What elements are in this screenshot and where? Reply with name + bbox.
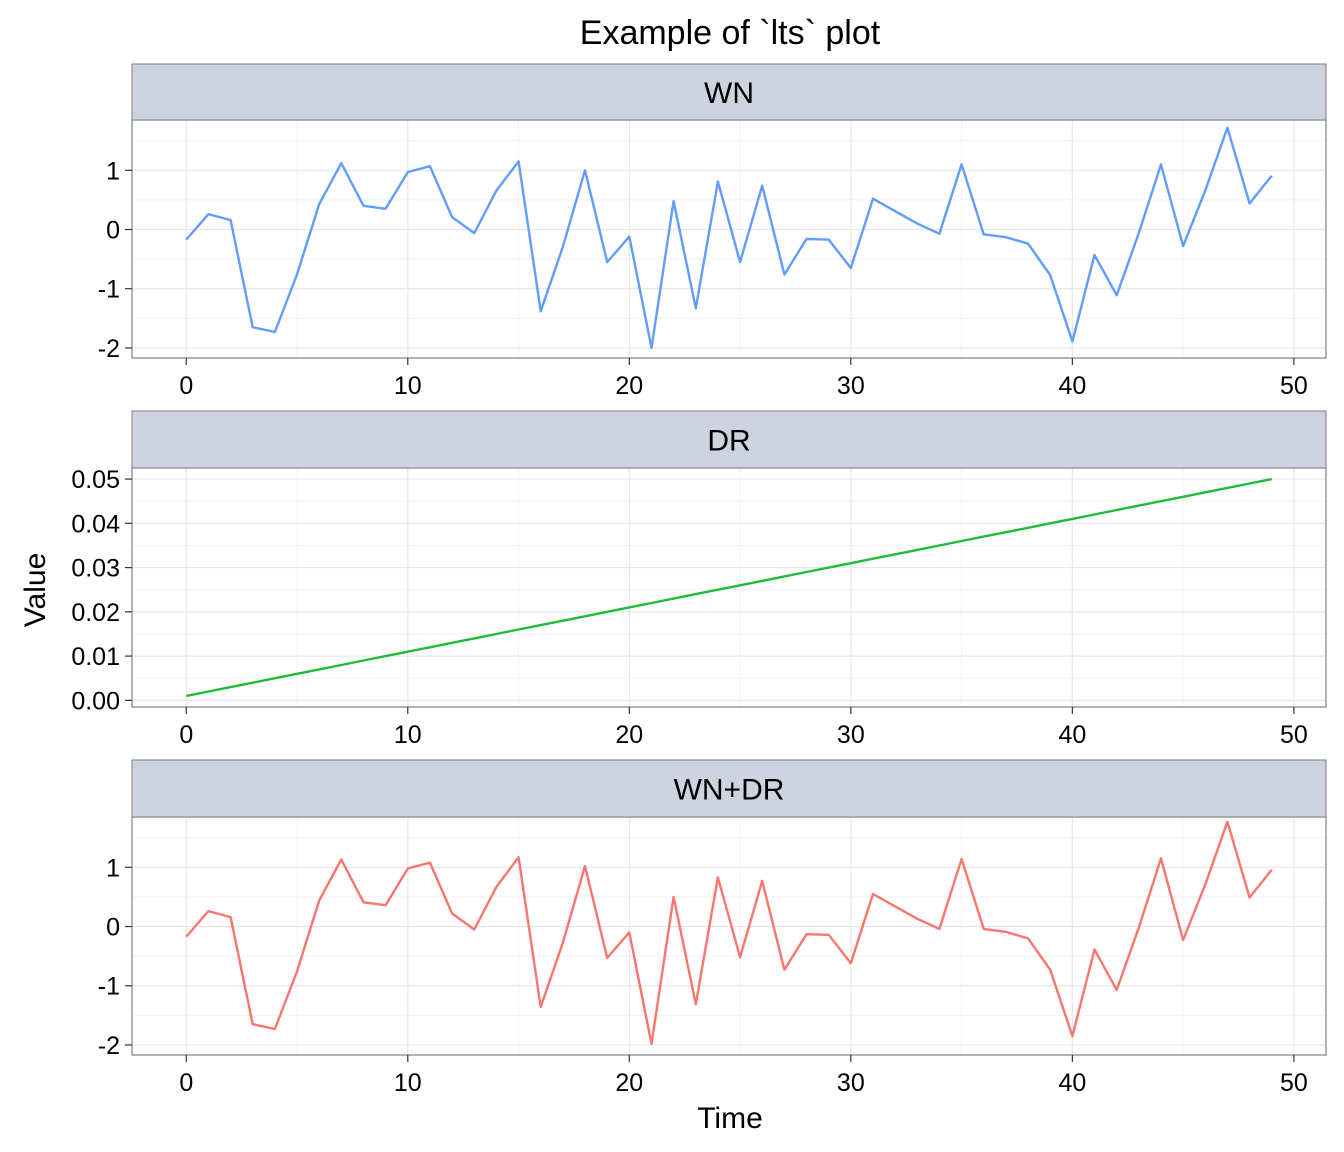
x-tick-label: 30: [837, 1069, 865, 1097]
x-tick-label: 50: [1280, 372, 1308, 400]
y-tick-label: 0.03: [71, 555, 120, 583]
x-tick-label: 20: [615, 721, 643, 749]
x-tick-label: 20: [615, 372, 643, 400]
x-tick-label: 10: [394, 1069, 422, 1097]
y-tick-label: 0.00: [71, 687, 120, 715]
y-tick-label: 1: [106, 157, 120, 185]
strip-label-wn: WN: [704, 77, 754, 110]
x-tick-label: 30: [837, 372, 865, 400]
y-axis-title: Value: [19, 553, 52, 628]
x-tick-label: 10: [394, 372, 422, 400]
y-tick-label: 0: [106, 914, 120, 942]
y-tick-label: -1: [98, 973, 120, 1001]
y-tick-label: 1: [106, 854, 120, 882]
strip-wn-dr: [131, 759, 1327, 818]
chart-title: Example of `lts` plot: [580, 14, 881, 52]
panel-background: [132, 817, 1326, 1055]
panel-dr: DR 0.00 0.01 0.02 0.03 0.04 0.05 0 10 20 30 40 50: [71, 410, 1327, 749]
strip-wn: [131, 63, 1327, 121]
y-tick-label: 0.05: [71, 466, 120, 494]
y-tick-label: -2: [98, 335, 120, 363]
y-tick-label: -1: [98, 276, 120, 304]
y-tick-label: 0: [106, 217, 120, 245]
x-tick-label: 40: [1058, 1069, 1086, 1097]
series-line-dr: [186, 477, 1272, 698]
series-line-wn: [185, 126, 1273, 350]
x-tick-label: 10: [394, 721, 422, 749]
strip-label-dr: DR: [707, 425, 750, 458]
x-tick-label: 30: [837, 721, 865, 749]
strip-dr: [131, 410, 1327, 469]
x-tick-label: 40: [1058, 721, 1086, 749]
panel-background: [132, 120, 1326, 358]
x-tick-label: 0: [179, 1069, 193, 1097]
y-tick-label: -2: [98, 1032, 120, 1060]
y-tick-label: 0.01: [71, 643, 120, 671]
series-line-wn-dr: [185, 820, 1273, 1046]
strip-label-wn-dr: WN+DR: [674, 774, 785, 807]
x-tick-label: 0: [179, 721, 193, 749]
x-tick-label: 40: [1058, 372, 1086, 400]
y-tick-label: 0.04: [71, 510, 120, 538]
x-axis-title: Time: [697, 1102, 763, 1135]
x-tick-label: 50: [1280, 721, 1308, 749]
y-tick-label: 0.02: [71, 599, 120, 627]
x-tick-label: 0: [179, 372, 193, 400]
x-tick-label: 50: [1280, 1069, 1308, 1097]
x-tick-label: 20: [615, 1069, 643, 1097]
